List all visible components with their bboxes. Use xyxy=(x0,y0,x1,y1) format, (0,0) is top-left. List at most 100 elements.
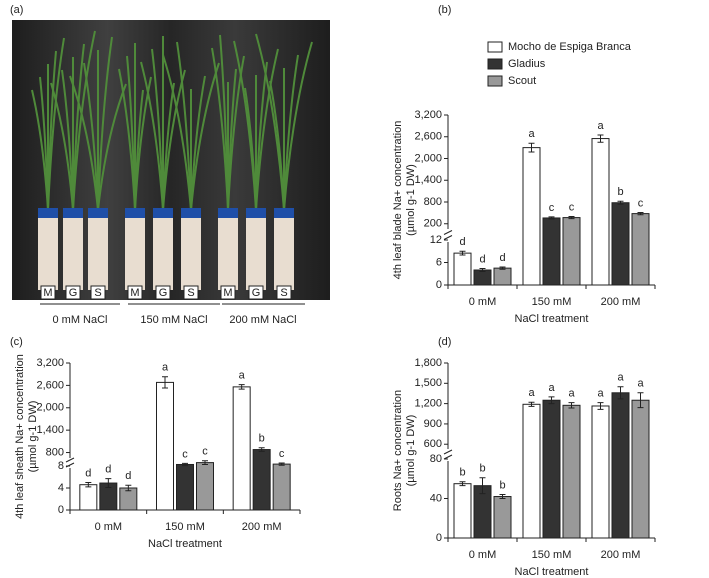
bar xyxy=(562,404,581,539)
bar xyxy=(272,463,291,511)
error-bar xyxy=(85,482,92,488)
pot-label-box xyxy=(90,285,106,300)
legend-label: Mocho de Espiga Branca xyxy=(508,41,632,53)
bar xyxy=(631,213,650,286)
y-axis-label: (µmol g-1 DW) xyxy=(27,401,39,473)
x-axis-label: NaCl treatment xyxy=(148,538,222,550)
pot-label: G xyxy=(252,287,261,299)
pot-label: M xyxy=(43,287,52,299)
y-axis-label: 4th leaf sheath Na+ concentration xyxy=(14,354,26,519)
tube-tape xyxy=(125,208,145,218)
bar xyxy=(522,147,541,286)
bar xyxy=(591,138,610,286)
error-bar xyxy=(499,266,506,270)
significance-letter: d xyxy=(459,236,465,248)
error-bar xyxy=(528,142,535,153)
leaf xyxy=(283,41,313,211)
significance-letter: a xyxy=(548,382,555,394)
significance-letter: a xyxy=(528,128,535,140)
significance-letter: b xyxy=(259,433,265,445)
group-label: 150 mM NaCl xyxy=(140,314,207,326)
tube-tape xyxy=(88,208,108,218)
pot-label: S xyxy=(94,287,101,299)
y-tick-label: 800 xyxy=(424,196,442,208)
bar xyxy=(631,399,650,539)
tube xyxy=(181,210,201,290)
error-bar xyxy=(459,481,466,487)
bar xyxy=(611,392,630,539)
pot-label-box xyxy=(220,285,236,300)
plants xyxy=(31,30,313,300)
x-tick-label: 150 mM xyxy=(532,549,572,561)
tube xyxy=(63,210,83,290)
error-bar xyxy=(548,396,555,405)
x-tick-label: 200 mM xyxy=(242,521,282,533)
panel-label: (a) xyxy=(10,4,23,16)
x-tick-label: 150 mM xyxy=(532,296,572,308)
pot-label: S xyxy=(187,287,194,299)
tube-tape xyxy=(181,208,201,218)
legend-swatch xyxy=(487,75,503,87)
y-tick-label: 200 xyxy=(424,218,442,230)
pot-label: G xyxy=(69,287,78,299)
tube-tape xyxy=(63,208,83,218)
significance-letter: c xyxy=(569,201,575,213)
pot-label-box xyxy=(183,285,199,300)
bar xyxy=(522,403,541,539)
leaf xyxy=(47,37,65,211)
tube xyxy=(38,210,58,290)
y-tick-label: 2,000 xyxy=(414,152,442,164)
y-axis-label: 4th leaf blade Na+ concentration xyxy=(392,121,404,280)
y-tick-label: 40 xyxy=(430,492,442,504)
y-tick-label: 3,200 xyxy=(414,109,442,121)
bar xyxy=(493,496,512,539)
y-tick-label: 2,600 xyxy=(36,379,64,391)
error-bar xyxy=(258,447,265,452)
significance-letter: c xyxy=(202,446,208,458)
group-label: 0 mM NaCl xyxy=(52,314,107,326)
significance-letter: a xyxy=(617,372,624,384)
tube-tape xyxy=(218,208,238,218)
y-tick-label: 2,000 xyxy=(36,402,64,414)
axis-break xyxy=(65,457,75,463)
significance-letter: d xyxy=(125,470,131,482)
error-bar xyxy=(568,402,575,409)
significance-letter: b xyxy=(499,479,505,491)
bar xyxy=(473,269,492,286)
y-tick-label: 6 xyxy=(436,256,442,268)
bar xyxy=(176,463,194,511)
legend-swatch xyxy=(487,58,503,70)
significance-letter: c xyxy=(182,448,188,460)
significance-letter: a xyxy=(568,388,575,400)
bar xyxy=(453,483,472,539)
y-tick-label: 1,400 xyxy=(414,174,442,186)
leaf xyxy=(255,48,279,211)
leaf xyxy=(176,41,192,211)
bar xyxy=(156,381,174,511)
error-bar xyxy=(499,494,506,499)
error-bar xyxy=(162,376,168,389)
y-tick-label: 4 xyxy=(58,482,64,494)
panel-label: (c) xyxy=(10,336,23,348)
significance-letter: a xyxy=(597,388,604,400)
pot-label: M xyxy=(223,287,232,299)
significance-letter: b xyxy=(617,186,623,198)
error-bar xyxy=(238,384,245,390)
bar xyxy=(611,202,630,286)
y-tick-label: 3,200 xyxy=(36,357,64,369)
significance-letter: d xyxy=(499,252,505,264)
significance-letter: a xyxy=(528,387,535,399)
bar xyxy=(196,462,214,511)
x-tick-label: 150 mM xyxy=(165,521,205,533)
y-axis-label: (µmol g-1 DW) xyxy=(405,415,417,487)
leaf xyxy=(134,76,152,211)
tube-tape xyxy=(246,208,266,218)
y-tick-label: 0 xyxy=(436,532,442,544)
significance-letter: b xyxy=(459,467,465,479)
leaf xyxy=(97,83,127,211)
y-tick-label: 800 xyxy=(46,446,64,458)
group-label: 200 mM NaCl xyxy=(229,314,296,326)
tube xyxy=(88,210,108,290)
significance-letter: a xyxy=(162,362,169,374)
